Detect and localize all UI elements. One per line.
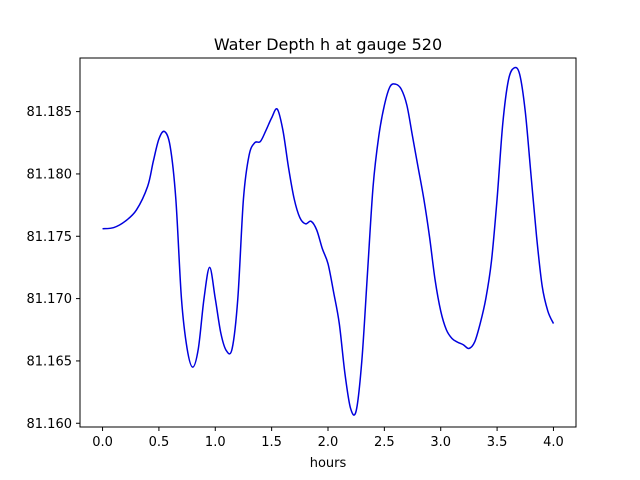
x-tick-label: 0.0 [92,435,113,450]
y-tick-label: 81.185 [27,105,73,120]
x-tick-label: 0.5 [149,435,170,450]
x-tick-label: 3.5 [487,435,508,450]
y-tick-label: 81.170 [27,292,73,307]
x-axis-label: hours [310,456,347,471]
y-tick-label: 81.180 [27,167,73,182]
series-line-0 [102,66,555,416]
x-tick-label: 2.0 [318,435,339,450]
x-tick-label: 3.0 [430,435,451,450]
x-tick-label: 4.0 [543,435,564,450]
x-tick-label: 1.0 [205,435,226,450]
x-tick-label: 2.5 [374,435,395,450]
x-tick-label: 1.5 [261,435,282,450]
axis-ticks: 0.0 0.5 1.0 1.5 2.0 2.5 3.0 3.5 4.0 81.160 81.165 8… [27,105,564,450]
plot-frame [79,57,577,428]
y-tick-label: 81.165 [27,354,73,369]
y-tick-label: 81.175 [27,230,73,245]
plot-area [102,66,555,416]
chart-title: Water Depth h at gauge 520 [214,35,442,54]
y-tick-label: 81.160 [27,417,73,432]
